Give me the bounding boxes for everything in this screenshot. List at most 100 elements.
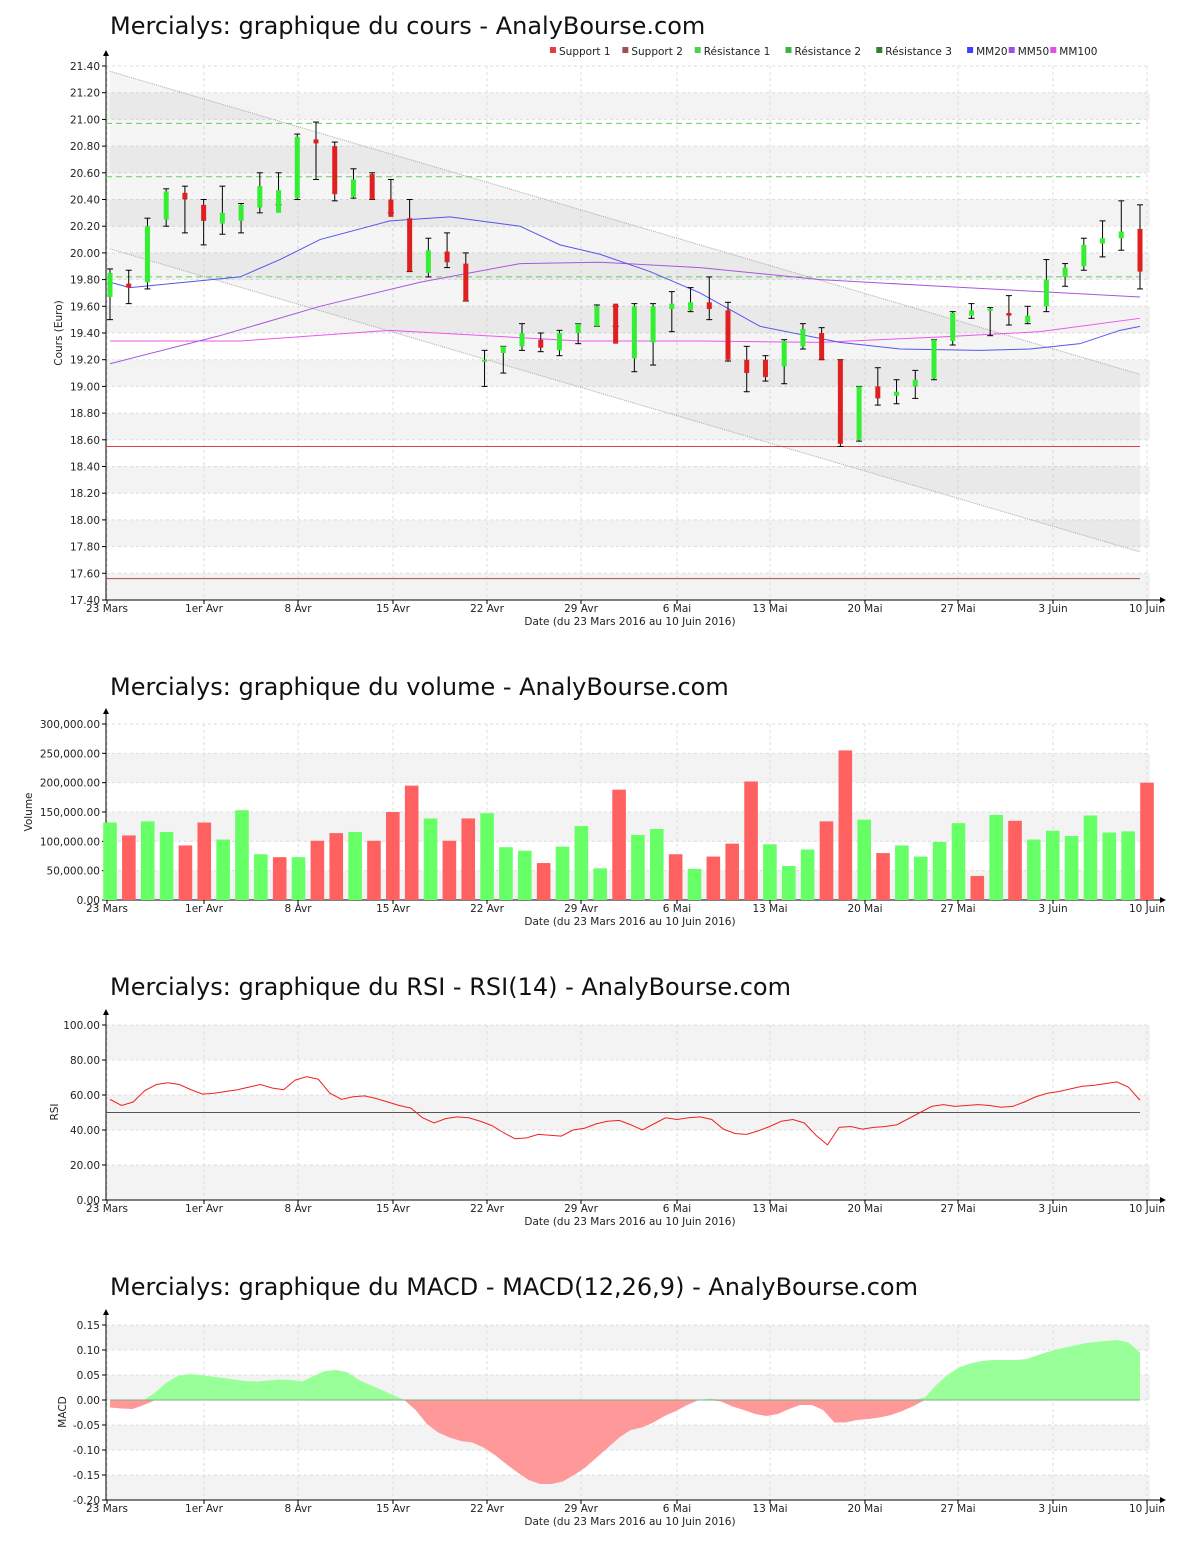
volume-bar — [499, 847, 513, 900]
price-band — [106, 92, 1150, 120]
volume-bar — [518, 850, 532, 900]
price-band — [106, 146, 1150, 173]
mm100-line — [110, 317, 1141, 343]
macd-y-tick-label: -0.20 — [73, 1495, 100, 1507]
volume-bar — [838, 750, 853, 900]
rsi-y-axis-label: RSI — [49, 1103, 61, 1120]
volume-bar — [989, 814, 1003, 900]
volume-bar — [593, 868, 608, 900]
price-y-tick-label: 19.00 — [70, 381, 100, 393]
price-panel: Mercialys: graphique du cours - AnalyBou… — [53, 12, 1166, 628]
rsi-y-tick-label: 20.00 — [70, 1160, 100, 1172]
volume-bar — [1045, 830, 1060, 900]
price-band — [106, 466, 1150, 494]
price-y-tick-label: 18.00 — [70, 515, 100, 527]
volume-y-tick-label: 200,000.00 — [40, 778, 100, 790]
candle-body — [201, 204, 207, 221]
rsi-x-tick-label: 3 Juin — [1038, 1203, 1067, 1215]
volume-x-tick-label: 8 Avr — [284, 903, 312, 915]
volume-x-tick-label: 27 Mai — [940, 903, 975, 915]
macd-x-tick-label: 27 Mai — [940, 1503, 975, 1515]
volume-y-tick-label: 0.00 — [77, 895, 100, 907]
macd-y-tick-label: 0.05 — [77, 1370, 100, 1382]
candle-body — [425, 250, 431, 273]
legend-swatch — [785, 47, 792, 53]
candle-body — [1025, 315, 1031, 323]
price-x-tick-label: 27 Mai — [940, 603, 975, 615]
price-x-tick-label: 13 Mai — [752, 603, 787, 615]
price-y-tick-label: 19.80 — [70, 275, 100, 287]
candle-body — [350, 179, 356, 197]
candle-body — [519, 333, 525, 347]
trend-line-lower — [109, 248, 1141, 553]
price-y-tick-label: 20.20 — [70, 221, 100, 233]
volume-bar — [197, 822, 212, 900]
volume-bar — [895, 845, 909, 900]
volume-bar — [631, 834, 645, 900]
volume-bar — [536, 863, 551, 900]
volume-bar — [348, 831, 362, 900]
candle-body — [163, 191, 169, 220]
macd-x-axis-arrow — [1160, 1497, 1166, 1503]
candle-body — [444, 251, 450, 263]
candle-body — [725, 310, 731, 360]
legend-swatch — [1008, 47, 1015, 53]
volume-bar — [574, 826, 589, 900]
rsi-x-tick-label: 22 Avr — [470, 1203, 504, 1215]
candle-body — [594, 306, 600, 327]
macd-y-tick-label: -0.15 — [73, 1470, 100, 1482]
volume-x-tick-label: 23 Mars — [86, 903, 128, 915]
candle-body — [987, 308, 993, 311]
volume-bar — [310, 840, 325, 900]
volume-x-tick-label: 10 Juin — [1129, 903, 1165, 915]
candle-body — [894, 391, 900, 396]
price-y-tick-label: 20.40 — [70, 195, 100, 207]
volume-y-tick-label: 100,000.00 — [40, 836, 100, 848]
volume-x-tick-label: 1er Avr — [185, 903, 224, 915]
candle-body — [706, 302, 712, 309]
volume-bar — [367, 840, 381, 900]
volume-bar — [744, 781, 758, 900]
rsi-x-axis-arrow — [1160, 1197, 1166, 1203]
price-y-tick-label: 18.40 — [70, 462, 100, 474]
candle-body — [856, 386, 862, 440]
macd-x-tick-label: 8 Avr — [284, 1503, 312, 1515]
candle-body — [1081, 244, 1087, 267]
candle-body — [669, 303, 675, 309]
rsi-x-tick-label: 23 Mars — [86, 1203, 128, 1215]
price-band — [106, 306, 1150, 333]
candle-body — [1062, 267, 1068, 277]
candle-body — [463, 263, 469, 301]
volume-bar — [1121, 831, 1135, 900]
volume-x-tick-label: 6 Mai — [663, 903, 691, 915]
trend-channel — [110, 71, 1140, 552]
macd-x-tick-label: 6 Mai — [663, 1503, 691, 1515]
price-x-tick-label: 22 Avr — [470, 603, 504, 615]
price-x-tick-label: 3 Juin — [1038, 603, 1067, 615]
candle-body — [950, 312, 956, 342]
legend-swatch — [694, 47, 701, 53]
price-x-axis-arrow — [1160, 597, 1166, 603]
price-x-tick-label: 1er Avr — [185, 603, 224, 615]
volume-x-tick-label: 13 Mai — [752, 903, 787, 915]
candle-body — [407, 218, 413, 272]
rsi-title: Mercialys: graphique du RSI - RSI(14) - … — [110, 973, 791, 1001]
candle-body — [182, 192, 188, 200]
volume-bar — [216, 839, 230, 900]
candle-body — [538, 339, 544, 348]
candle-body — [332, 146, 338, 195]
rsi-x-tick-label: 27 Mai — [940, 1203, 975, 1215]
price-x-tick-label: 8 Avr — [284, 603, 312, 615]
macd-negative-area — [110, 1400, 1140, 1484]
volume-bar — [404, 785, 419, 900]
volume-title: Mercialys: graphique du volume - AnalyBo… — [110, 673, 729, 701]
volume-bar — [932, 841, 947, 900]
rsi-y-tick-label: 0.00 — [77, 1195, 100, 1207]
macd-x-tick-label: 13 Mai — [752, 1503, 787, 1515]
volume-bar — [1027, 839, 1041, 900]
price-band — [106, 413, 1150, 440]
candle-body — [650, 306, 656, 343]
volume-y-axis-label: Volume — [23, 792, 35, 831]
candle-body — [1043, 279, 1049, 307]
rsi-x-tick-label: 29 Avr — [564, 1203, 598, 1215]
